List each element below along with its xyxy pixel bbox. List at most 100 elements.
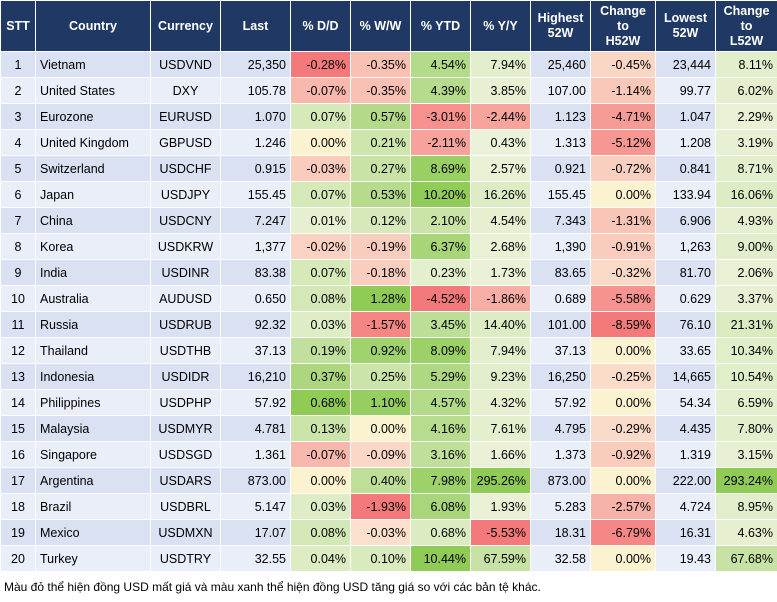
table-cell: 37.13 [220,337,291,364]
table-cell: 0.629 [655,285,716,312]
table-cell: 4.57% [410,389,471,416]
table-cell: -1.31% [590,207,656,234]
table-cell: 10.54% [715,363,777,390]
table-cell: Mexico [35,519,151,546]
header-cell: % D/D [290,0,351,52]
table-cell: 2.57% [470,155,531,182]
table-cell: 5.147 [220,493,291,520]
table-cell: 16.26% [470,181,531,208]
table-cell: 2.06% [715,259,777,286]
header-cell: % YTD [410,0,471,52]
table-cell: 10 [0,285,36,312]
table-cell: 33.65 [655,337,716,364]
table-cell: USDCHF [150,155,221,182]
table-cell: 7.98% [410,467,471,494]
table-row: 16 Singapore USDSGD 1.361 -0.07% -0.09% 3.16% 1… [0,441,777,468]
table-cell: 2.68% [470,233,531,260]
fx-table: STT Country Currency Last% D/D% W/W% YTD% Y… [0,0,777,572]
table-cell: 8.71% [715,155,777,182]
table-cell: 16.06% [715,181,777,208]
table-cell: India [35,259,151,286]
table-row: 18 Brazil USDBRL 5.147 0.03% -1.93% 6.08% 1.93%… [0,493,777,520]
table-cell: -0.32% [590,259,656,286]
table-cell: -2.11% [410,129,471,156]
table-cell: 0.03% [290,311,351,338]
table-cell: 133.94 [655,181,716,208]
table-row: 8 Korea USDKRW 1,377 -0.02% -0.19% 6.37% 2.68% 1… [0,233,777,260]
table-cell: -0.09% [350,441,411,468]
table-cell: 222.00 [655,467,716,494]
table-cell: 5 [0,155,36,182]
table-cell: 21.31% [715,311,777,338]
table-row: 15 Malaysia USDMYR 4.781 0.13% 0.00% 4.16% 7.61… [0,415,777,442]
table-cell: 3.37% [715,285,777,312]
table-cell: USDTRY [150,545,221,572]
table-cell: USDMYR [150,415,221,442]
table-cell: 0.00% [290,467,351,494]
table-cell: 2 [0,77,36,104]
table-cell: 0.10% [350,545,411,572]
table-cell: 4.435 [655,415,716,442]
table-cell: 7.80% [715,415,777,442]
header-cell: Change to L52W [715,0,777,52]
table-cell: 6.37% [410,233,471,260]
table-cell: Argentina [35,467,151,494]
table-cell: 101.00 [530,311,591,338]
table-cell: 0.00% [590,181,656,208]
table-cell: 0.92% [350,337,411,364]
table-row: 4 United Kingdom GBPUSD 1.246 0.00% 0.21% -2.1… [0,129,777,156]
table-cell: 10.44% [410,545,471,572]
table-cell: 0.68% [290,389,351,416]
table-cell: 8.69% [410,155,471,182]
table-cell: USDSGD [150,441,221,468]
table-cell: 0.00% [290,129,351,156]
table-cell: 1.361 [220,441,291,468]
table-cell: 7 [0,207,36,234]
table-cell: -5.58% [590,285,656,312]
table-cell: 1,263 [655,233,716,260]
table-cell: United States [35,77,151,104]
table-cell: USDARS [150,467,221,494]
table-cell: 18 [0,493,36,520]
table-cell: 37.13 [530,337,591,364]
header-cell: Country [35,0,151,52]
table-cell: USDVND [150,51,221,78]
table-cell: Australia [35,285,151,312]
table-row: 17 Argentina USDARS 873.00 0.00% 0.40% 7.98% 29… [0,467,777,494]
table-cell: 9.23% [470,363,531,390]
table-cell: 1.28% [350,285,411,312]
table-cell: Vietnam [35,51,151,78]
table-cell: -4.71% [590,103,656,130]
table-cell: 1.73% [470,259,531,286]
table-cell: 0.00% [590,467,656,494]
table-cell: 11 [0,311,36,338]
table-cell: 2.29% [715,103,777,130]
table-cell: 0.841 [655,155,716,182]
table-cell: DXY [150,77,221,104]
table-cell: 81.70 [655,259,716,286]
header-cell: % Y/Y [470,0,531,52]
table-cell: Turkey [35,545,151,572]
table-cell: 67.68% [715,545,777,572]
table-row: 7 China USDCNY 7.247 0.01% 0.12% 2.10% 4.54% 7.3… [0,207,777,234]
table-cell: 1.373 [530,441,591,468]
table-cell: -3.01% [410,103,471,130]
table-cell: -0.07% [290,77,351,104]
table-cell: 0.921 [530,155,591,182]
table-row: 10 Australia AUDUSD 0.650 0.08% 1.28% -4.52% -1… [0,285,777,312]
table-cell: 0.21% [350,129,411,156]
table-row: 20 Turkey USDTRY 32.55 0.04% 0.10% 10.44% 67.59… [0,545,777,572]
table-cell: 873.00 [530,467,591,494]
table-cell: 6.02% [715,77,777,104]
table-cell: 155.45 [530,181,591,208]
table-cell: 1,390 [530,233,591,260]
table-row: 2 United States DXY 105.78 -0.07% -0.35% 4.39%… [0,77,777,104]
table-cell: 3.45% [410,311,471,338]
table-cell: 20 [0,545,36,572]
table-cell: Indonesia [35,363,151,390]
table-cell: 25,350 [220,51,291,78]
table-cell: 1.313 [530,129,591,156]
table-cell: 6.08% [410,493,471,520]
table-cell: USDCNY [150,207,221,234]
